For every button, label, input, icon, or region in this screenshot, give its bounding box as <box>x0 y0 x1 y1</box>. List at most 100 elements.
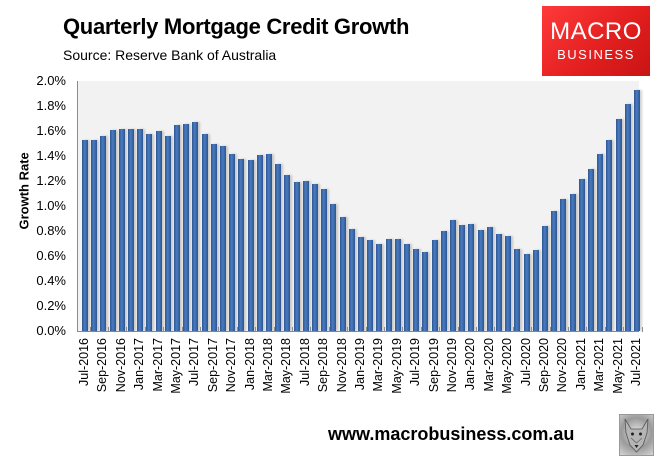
x-tick-label: May-2021 <box>610 338 625 394</box>
bar-Dec-2020 <box>569 193 576 331</box>
bar-Jan-2017 <box>137 128 144 331</box>
x-tick-label: Mar-2017 <box>150 338 165 392</box>
x-tick-label: Jul-2016 <box>77 338 91 386</box>
x-tick-mark <box>568 327 569 332</box>
x-tick-mark <box>255 327 257 332</box>
y-tick-label: 1.4% <box>36 148 66 163</box>
x-tick-mark <box>623 327 625 332</box>
y-tick-label: 1.2% <box>36 173 66 188</box>
y-tick-label: 1.0% <box>36 198 66 213</box>
x-tick-label: Jul-2020 <box>518 338 533 386</box>
bar-Dec-2017 <box>238 158 245 331</box>
x-tick-mark <box>236 327 238 332</box>
x-tick-mark <box>549 327 551 332</box>
bar-Sep-2018 <box>321 188 328 331</box>
x-tick-label: May-2020 <box>500 338 515 394</box>
x-tick-mark <box>365 327 367 332</box>
chart-title: Quarterly Mortgage Credit Growth <box>63 14 410 39</box>
x-tick-label: Jan-2018 <box>242 338 257 391</box>
bar-Aug-2019 <box>422 252 429 331</box>
x-tick-mark <box>218 327 220 332</box>
x-tick-label: Sep-2017 <box>205 338 220 393</box>
x-tick-label: May-2017 <box>169 338 183 394</box>
y-tick-label: 0.0% <box>36 323 66 338</box>
x-tick-mark <box>292 327 293 332</box>
bar-Jun-2021 <box>624 103 631 331</box>
bar-Feb-2021 <box>588 168 594 331</box>
y-tick-label: 0.4% <box>36 273 66 288</box>
x-tick-label: Jul-2017 <box>187 338 202 386</box>
x-tick-mark <box>476 327 477 332</box>
x-tick-mark <box>347 327 349 332</box>
x-tick-label: Jan-2017 <box>132 338 147 391</box>
bar-Jun-2019 <box>404 243 410 331</box>
x-tick-mark <box>108 327 109 332</box>
bar-Nov-2016 <box>118 128 125 331</box>
bar-Mar-2021 <box>597 153 604 331</box>
wolf-icon <box>619 414 654 456</box>
x-tick-label: Sep-2019 <box>426 338 441 393</box>
bar-Feb-2019 <box>367 239 374 331</box>
y-tick-label: 0.6% <box>36 248 66 263</box>
bar-Nov-2020 <box>560 198 567 331</box>
logo-line-2: BUSINESS <box>557 47 635 62</box>
x-tick-mark <box>586 327 588 332</box>
x-tick-mark <box>310 327 312 332</box>
x-tick-mark <box>126 327 128 332</box>
x-tick-label: Mar-2020 <box>481 338 496 392</box>
x-tick-mark <box>512 327 514 332</box>
bar-Jul-2021 <box>634 89 640 331</box>
bar-Jul-2020 <box>523 253 530 331</box>
x-tick-mark <box>273 327 275 332</box>
bar-Nov-2019 <box>450 219 456 331</box>
bar-Dec-2018 <box>348 228 355 331</box>
bar-Sep-2020 <box>542 226 548 331</box>
x-tick-label: Sep-2016 <box>95 338 110 393</box>
x-tick-label: Mar-2021 <box>592 338 607 392</box>
y-tick-label: 1.8% <box>36 98 66 113</box>
x-tick-mark <box>328 327 330 332</box>
bar-May-2019 <box>394 238 401 331</box>
x-tick-label: Sep-2018 <box>316 338 331 393</box>
bar-Apr-2017 <box>164 136 171 331</box>
x-tick-mark <box>144 327 146 332</box>
bar-Oct-2019 <box>440 231 447 331</box>
x-tick-mark <box>531 327 533 332</box>
x-tick-label: Mar-2019 <box>371 338 386 392</box>
footer-url: www.macrobusiness.com.au <box>328 424 575 444</box>
bar-Jun-2020 <box>514 248 521 331</box>
bar-Aug-2017 <box>201 133 208 331</box>
y-tick-label: 0.8% <box>36 223 66 238</box>
x-tick-mark <box>163 327 165 332</box>
x-tick-label: Jan-2020 <box>463 338 478 391</box>
bar-Oct-2018 <box>330 203 337 331</box>
bar-Jul-2017 <box>192 122 199 331</box>
bar-Mar-2020 <box>486 227 493 331</box>
bar-Jun-2017 <box>183 123 190 331</box>
bar-Oct-2020 <box>551 211 558 331</box>
plot-area <box>77 81 643 332</box>
bar-Jul-2018 <box>302 181 309 331</box>
x-tick-mark <box>494 327 496 332</box>
x-tick-label: Nov-2018 <box>334 338 349 393</box>
x-tick-mark <box>200 327 201 332</box>
bar-Jul-2019 <box>413 248 420 331</box>
x-tick-label: Jul-2019 <box>408 338 423 386</box>
bar-Aug-2018 <box>312 183 318 331</box>
bar-May-2021 <box>615 118 622 331</box>
bar-Apr-2019 <box>385 238 392 331</box>
macrobusiness-logo: MACRO BUSINESS <box>542 6 650 76</box>
bar-Nov-2017 <box>229 153 236 331</box>
bar-Apr-2020 <box>496 233 502 331</box>
y-tick-label: 0.2% <box>36 298 66 313</box>
bar-Jan-2021 <box>578 178 585 331</box>
x-tick-label: Nov-2020 <box>555 338 570 393</box>
bar-Mar-2017 <box>155 131 162 331</box>
x-tick-label: Jul-2018 <box>297 338 312 386</box>
y-tick-label: 1.6% <box>36 123 66 138</box>
x-tick-label: Nov-2016 <box>113 338 128 393</box>
bar-Mar-2019 <box>376 243 383 331</box>
x-tick-label: May-2019 <box>389 338 404 394</box>
x-tick-label: Mar-2018 <box>261 338 275 392</box>
x-tick-label: Jul-2021 <box>629 338 643 386</box>
